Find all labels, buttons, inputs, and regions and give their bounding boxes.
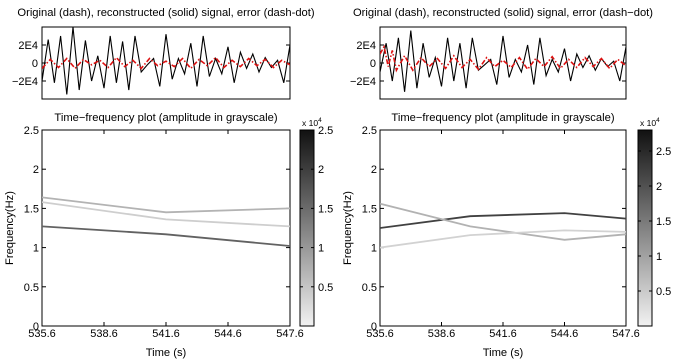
colorbar-tick-label: 1 bbox=[656, 251, 662, 263]
colorbar-multiplier: x 104 bbox=[640, 117, 660, 128]
frequency-track bbox=[380, 212, 626, 229]
y-tick-label: 0.5 bbox=[24, 282, 39, 294]
signal-line bbox=[42, 27, 290, 95]
colorbar-tick-label: 2.5 bbox=[318, 125, 333, 137]
chart-title: Time−frequency plot (amplitude in graysc… bbox=[54, 112, 277, 124]
x-tick-label: 544.6 bbox=[214, 328, 242, 340]
y-axis: −2E4 0 2E4 bbox=[350, 40, 626, 88]
y-tick-label: −2E4 bbox=[350, 76, 376, 88]
colorbar: x 104 0.5 1 1.5 2 2.5 bbox=[299, 117, 333, 327]
x-tick-label: 541.6 bbox=[489, 328, 517, 340]
panel-left-top: Original (dash), reconstructed (solid) s… bbox=[12, 7, 315, 100]
y-tick-label: 0 bbox=[33, 321, 39, 333]
frequency-track bbox=[42, 225, 290, 247]
error-line bbox=[42, 56, 290, 70]
y-tick-label: 2E4 bbox=[18, 40, 38, 52]
y-axis: −2E4 0 2E4 bbox=[12, 40, 290, 88]
x-tick-label: 538.6 bbox=[428, 328, 456, 340]
x-tick-label: 544.6 bbox=[551, 328, 579, 340]
y-axis-label: Frequency(Hz) bbox=[4, 191, 16, 265]
colorbar-tick-label: 0.5 bbox=[656, 286, 671, 298]
colorbar-multiplier: x 104 bbox=[302, 117, 322, 128]
plot-frame bbox=[379, 129, 627, 327]
y-tick-label: 2 bbox=[33, 164, 39, 176]
x-tick-label: 538.6 bbox=[90, 328, 118, 340]
y-tick-label: 1 bbox=[371, 243, 377, 255]
series-layer bbox=[42, 196, 290, 247]
frequency-track bbox=[380, 229, 626, 249]
colorbar-tick-label: 2.5 bbox=[656, 146, 671, 158]
y-tick-label: 0 bbox=[370, 58, 376, 70]
colorbar-tick-label: 1.5 bbox=[318, 203, 333, 215]
colorbar-tick-label: 1.5 bbox=[656, 216, 671, 228]
y-tick-label: 0 bbox=[32, 58, 38, 70]
y-tick-label: 1.5 bbox=[362, 203, 377, 215]
x-axis-label: Time (s) bbox=[483, 347, 524, 359]
error-line bbox=[380, 44, 626, 73]
colorbar-tick-label: 1 bbox=[318, 243, 324, 255]
y-tick-label: 0 bbox=[371, 321, 377, 333]
y-tick-label: 0.5 bbox=[362, 282, 377, 294]
x-tick-label: 541.6 bbox=[152, 328, 180, 340]
colorbar-ticks: 0.5 1 1.5 2 2.5 bbox=[300, 125, 333, 294]
chart-title: Time−frequency plot (amplitude in graysc… bbox=[391, 112, 614, 124]
colorbar-tick-label: 2 bbox=[656, 181, 662, 193]
colorbar-tick-label: 2 bbox=[318, 164, 324, 176]
panel-right-bottom: Time−frequency plot (amplitude in graysc… bbox=[342, 112, 671, 359]
panel-left-bottom: Time−frequency plot (amplitude in graysc… bbox=[4, 112, 333, 359]
y-tick-label: 2 bbox=[371, 164, 377, 176]
colorbar-tick-label: 0.5 bbox=[318, 282, 333, 294]
y-tick-label: 2E4 bbox=[356, 40, 376, 52]
colorbar: x 104 0.5 1 1.5 2 2.5 bbox=[637, 117, 671, 327]
y-tick-label: 1.5 bbox=[24, 203, 39, 215]
frequency-track bbox=[42, 196, 290, 214]
colorbar-gradient bbox=[299, 129, 315, 327]
x-tick-label: 535.6 bbox=[366, 328, 394, 340]
series-layer bbox=[380, 202, 626, 249]
chart-title: Original (dash), reconstructed (solid) s… bbox=[353, 7, 653, 19]
y-tick-label: 2.5 bbox=[362, 125, 377, 137]
axes-ticks: 535.6 538.6 541.6 544.6 547.6 0 0.5 1 1.5 2 2.5 bbox=[24, 125, 304, 340]
x-tick-label: 535.6 bbox=[28, 328, 56, 340]
x-axis-label: Time (s) bbox=[146, 347, 187, 359]
chart-title: Original (dash), reconstructed (solid) s… bbox=[17, 7, 314, 19]
y-axis-label: Frequency(Hz) bbox=[342, 191, 354, 265]
y-tick-label: −2E4 bbox=[12, 76, 38, 88]
x-tick-label: 547.6 bbox=[612, 328, 640, 340]
series-layer bbox=[42, 27, 290, 95]
x-tick-label: 547.6 bbox=[276, 328, 304, 340]
panel-right-top: Original (dash), reconstructed (solid) s… bbox=[350, 7, 653, 100]
colorbar-gradient bbox=[637, 129, 653, 327]
y-tick-label: 2.5 bbox=[24, 125, 39, 137]
y-tick-label: 1 bbox=[33, 243, 39, 255]
colorbar-ticks: 0.5 1 1.5 2 2.5 bbox=[638, 146, 671, 298]
series-layer bbox=[380, 30, 626, 92]
axes-ticks: 535.6 538.6 541.6 544.6 547.6 0 0.5 1 1.5 2 2.5 bbox=[362, 125, 640, 340]
frequency-track bbox=[42, 201, 290, 228]
plot-frame bbox=[41, 129, 291, 327]
